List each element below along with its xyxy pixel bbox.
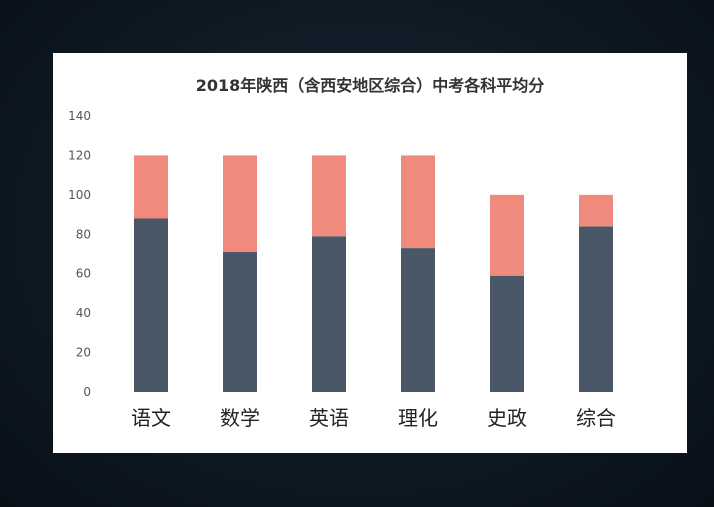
x-tick-label: 理化 <box>398 406 438 430</box>
bar-segment-1 <box>490 275 524 392</box>
x-tick-label: 史政 <box>487 406 527 430</box>
bar-segment-1 <box>312 236 346 392</box>
y-tick-label: 120 <box>68 148 91 162</box>
y-tick-label: 0 <box>83 385 91 399</box>
bar-segment-1 <box>223 252 257 392</box>
x-axis-ticks: 语文 数学 英语 理化 史政 综合 <box>131 406 616 430</box>
y-tick-label: 80 <box>76 227 91 241</box>
x-tick-label: 语文 <box>131 406 171 430</box>
bar-segment-2 <box>490 194 524 276</box>
bar-segment-1 <box>401 248 435 392</box>
y-tick-label: 20 <box>76 346 91 360</box>
y-tick-label: 40 <box>76 306 91 320</box>
x-tick-label: 英语 <box>309 406 349 430</box>
bars <box>134 155 613 392</box>
y-axis-ticks: 0 20 40 60 80 100 120 140 <box>68 109 91 399</box>
chart-title: 2018年陕西（含西安地区综合）中考各科平均分 <box>196 76 545 95</box>
y-tick-label: 60 <box>76 267 91 281</box>
chart: 2018年陕西（含西安地区综合）中考各科平均分 0 20 40 60 80 100 120 1… <box>68 76 616 430</box>
x-tick-label: 综合 <box>576 406 616 430</box>
chart-card: 2018年陕西（含西安地区综合）中考各科平均分 0 20 40 60 80 100 120 1… <box>53 53 687 453</box>
bar-segment-2 <box>401 155 435 249</box>
bar-segment-1 <box>134 218 168 392</box>
bar-segment-1 <box>579 226 613 392</box>
bar-segment-2 <box>223 155 257 253</box>
y-tick-label: 100 <box>68 188 91 202</box>
y-tick-label: 140 <box>68 109 91 123</box>
bar-segment-2 <box>312 155 346 237</box>
bar-segment-2 <box>134 155 168 219</box>
x-tick-label: 数学 <box>220 406 260 430</box>
bar-segment-2 <box>579 194 613 227</box>
